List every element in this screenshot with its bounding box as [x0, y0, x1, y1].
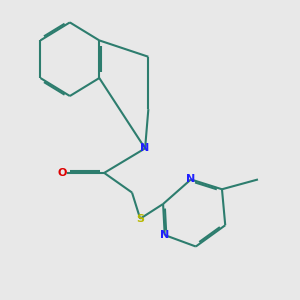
Text: N: N	[186, 174, 196, 184]
Text: N: N	[160, 230, 169, 240]
Text: N: N	[140, 143, 150, 153]
Text: S: S	[136, 214, 144, 224]
Text: O: O	[58, 168, 67, 178]
